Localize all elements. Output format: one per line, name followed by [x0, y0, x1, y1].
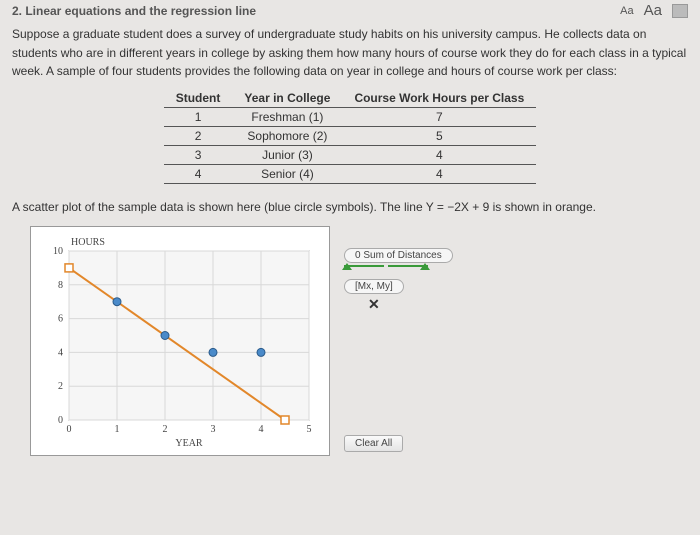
- font-decrease-button[interactable]: Aa: [620, 5, 633, 17]
- table-row: 2 Sophomore (2) 5: [164, 126, 537, 145]
- chart-description: A scatter plot of the sample data is sho…: [12, 198, 688, 216]
- svg-text:4: 4: [58, 347, 63, 358]
- mx-my-pill[interactable]: [Mx, My]: [344, 279, 404, 294]
- col-header: Course Work Hours per Class: [342, 89, 536, 108]
- svg-text:2: 2: [163, 424, 168, 435]
- svg-text:0: 0: [58, 415, 63, 426]
- svg-text:4: 4: [259, 424, 264, 435]
- svg-text:1: 1: [115, 424, 120, 435]
- svg-text:0: 0: [67, 424, 72, 435]
- x-marker-icon: ✕: [344, 296, 404, 313]
- svg-text:3: 3: [211, 424, 216, 435]
- sum-of-distances-group: 0 Sum of Distances: [344, 248, 453, 267]
- svg-text:YEAR: YEAR: [175, 438, 203, 448]
- font-increase-button[interactable]: Aa: [644, 2, 662, 19]
- intro-paragraph: Suppose a graduate student does a survey…: [12, 25, 688, 81]
- svg-text:2: 2: [58, 381, 63, 392]
- col-header: Student: [164, 89, 233, 108]
- distance-line-icon: [344, 265, 384, 267]
- svg-text:8: 8: [58, 280, 63, 291]
- svg-text:5: 5: [307, 424, 312, 435]
- scatter-plot: 0 1 2 3 4 5 0 2 4 6 8 10 HOURS YEAR: [30, 226, 330, 456]
- table-row: 3 Junior (3) 4: [164, 145, 537, 164]
- svg-text:HOURS: HOURS: [71, 237, 105, 248]
- svg-text:10: 10: [53, 246, 63, 257]
- mxmy-group: [Mx, My] ✕: [344, 279, 404, 313]
- col-header: Year in College: [232, 89, 342, 108]
- section-title: 2. Linear equations and the regression l…: [12, 4, 256, 18]
- table-row: 4 Senior (4) 4: [164, 164, 537, 183]
- data-table: Student Year in College Course Work Hour…: [164, 89, 537, 184]
- print-icon[interactable]: [672, 4, 688, 18]
- svg-text:6: 6: [58, 313, 63, 324]
- distance-line-icon: [388, 265, 428, 267]
- clear-all-button[interactable]: Clear All: [344, 435, 403, 452]
- sum-of-distances-pill[interactable]: 0 Sum of Distances: [344, 248, 453, 263]
- table-row: 1 Freshman (1) 7: [164, 107, 537, 126]
